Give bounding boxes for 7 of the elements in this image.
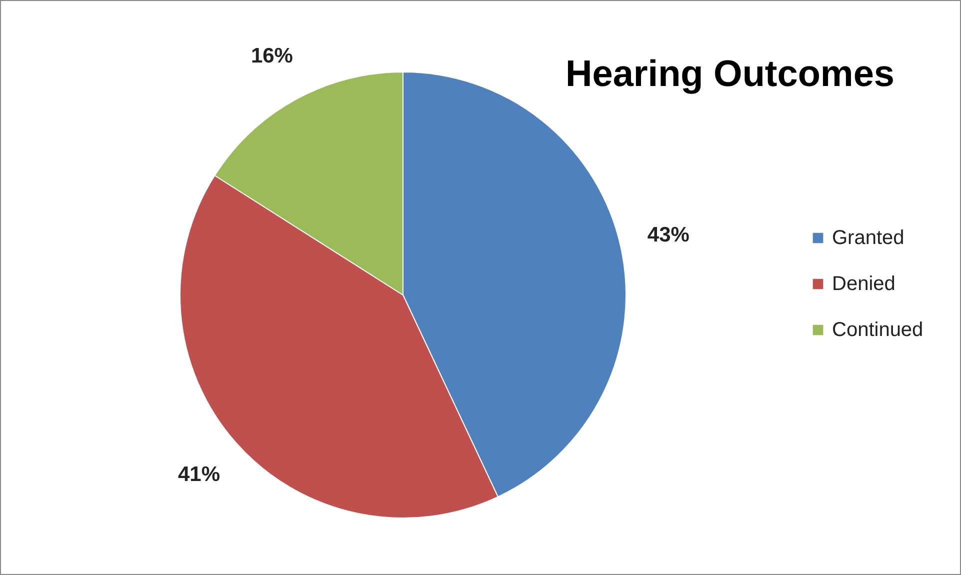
legend-label: Granted bbox=[832, 227, 904, 249]
legend-label: Denied bbox=[832, 273, 896, 295]
legend-label: Continued bbox=[832, 319, 924, 341]
data-label: 41% bbox=[178, 462, 220, 486]
chart-title: Hearing Outcomes bbox=[566, 53, 894, 94]
data-label: 43% bbox=[647, 224, 690, 247]
data-label: 16% bbox=[250, 44, 294, 68]
